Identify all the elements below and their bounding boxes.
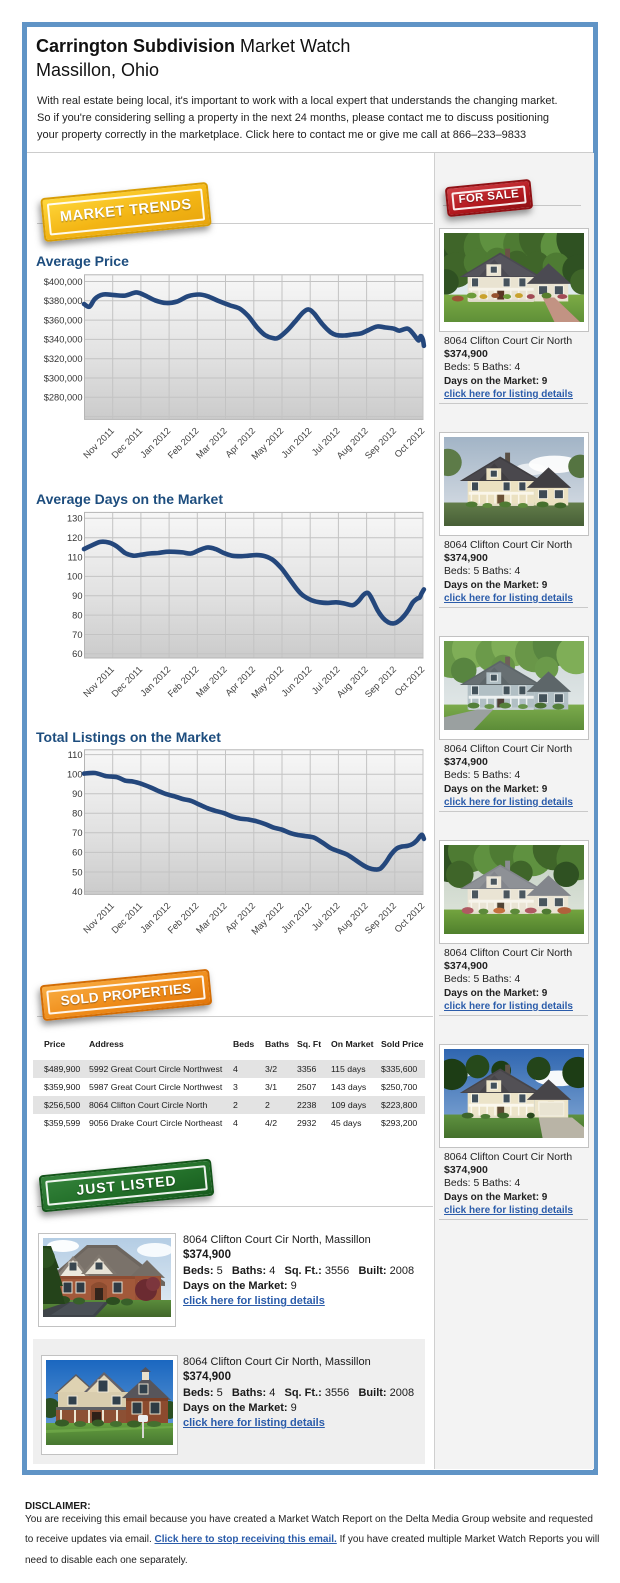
svg-text:70: 70: [72, 630, 82, 640]
svg-text:$320,000: $320,000: [44, 354, 83, 364]
svg-text:70: 70: [72, 828, 82, 838]
svg-text:$360,000: $360,000: [44, 315, 83, 325]
svg-text:60: 60: [72, 649, 82, 659]
svg-text:Dec 2011: Dec 2011: [110, 664, 145, 699]
svg-text:Mar 2012: Mar 2012: [194, 664, 229, 699]
svg-text:Oct 2012: Oct 2012: [393, 664, 427, 698]
svg-text:Sep 2012: Sep 2012: [363, 426, 398, 461]
svg-text:110: 110: [68, 552, 83, 562]
svg-text:90: 90: [72, 789, 82, 799]
svg-text:Mar 2012: Mar 2012: [194, 426, 229, 461]
svg-text:100: 100: [67, 770, 83, 780]
svg-text:Sep 2012: Sep 2012: [363, 664, 398, 699]
svg-text:$380,000: $380,000: [44, 296, 83, 306]
svg-text:50: 50: [72, 867, 82, 877]
svg-text:$300,000: $300,000: [44, 373, 83, 383]
svg-text:80: 80: [72, 610, 82, 620]
svg-text:Sep 2012: Sep 2012: [363, 901, 398, 936]
svg-text:$340,000: $340,000: [44, 335, 83, 345]
svg-text:Jun 2012: Jun 2012: [279, 664, 313, 698]
svg-text:120: 120: [67, 533, 83, 543]
svg-text:60: 60: [72, 848, 82, 858]
svg-text:130: 130: [67, 514, 83, 524]
svg-text:Mar 2012: Mar 2012: [194, 901, 229, 936]
svg-text:100: 100: [67, 572, 83, 582]
svg-text:Jun 2012: Jun 2012: [279, 901, 313, 935]
svg-text:Jun 2012: Jun 2012: [279, 426, 313, 460]
svg-text:Oct 2012: Oct 2012: [393, 426, 427, 460]
svg-text:80: 80: [72, 809, 82, 819]
svg-text:Dec 2011: Dec 2011: [110, 426, 145, 461]
svg-text:$280,000: $280,000: [44, 393, 83, 403]
svg-text:$400,000: $400,000: [44, 277, 83, 287]
svg-text:40: 40: [72, 887, 82, 897]
svg-text:Oct 2012: Oct 2012: [393, 901, 427, 935]
svg-text:Dec 2011: Dec 2011: [110, 901, 145, 936]
svg-text:90: 90: [72, 591, 82, 601]
svg-text:110: 110: [68, 750, 83, 760]
